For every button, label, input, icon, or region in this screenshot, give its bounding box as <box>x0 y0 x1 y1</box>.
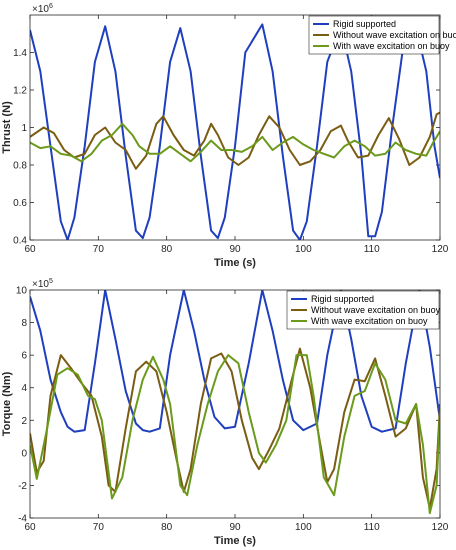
y-tick-label: 0.8 <box>13 161 27 172</box>
thrust-chart: 60 70 80 90 100 110 120 0.4 0.6 0.8 1 1.2 1.4 ×106 Tim… <box>1 3 456 269</box>
x-tick-label: 80 <box>161 244 173 255</box>
axes-frame <box>29 14 441 241</box>
y-tick-label: 1.2 <box>13 86 27 97</box>
series-line-1 <box>30 347 440 510</box>
legend-entry-1: Without wave excitation on buoy <box>333 30 456 40</box>
x-tick-label: 80 <box>161 522 173 533</box>
y-tick-label: 1 <box>21 123 27 134</box>
y-axis-label: Thrust (N) <box>1 101 13 154</box>
series-line-0 <box>30 23 440 240</box>
legend-box <box>286 290 440 330</box>
x-axis-label: Time (s) <box>214 257 256 269</box>
x-tick-label: 100 <box>295 244 312 255</box>
x-tick-label: 70 <box>93 522 105 533</box>
x-tick-label: 110 <box>364 522 380 533</box>
legend-entry-0: Rigid supported <box>311 294 374 304</box>
y-tick-label: 0.4 <box>13 236 27 247</box>
series-line-1 <box>30 111 440 170</box>
torque-chart: 60 70 80 90 100 110 120 -4 -2 0 2 4 6 8 10 ×105 Time (s)… <box>1 278 449 547</box>
legend-entry-2: With wave excitation on buoy <box>333 41 450 51</box>
axes-frame <box>29 289 441 519</box>
y-tick-label: 10 <box>16 286 28 297</box>
x-axis-label: Time (s) <box>214 535 256 547</box>
y-tick-label: -4 <box>18 514 27 525</box>
x-tick-label: 90 <box>229 522 241 533</box>
y-exponent-label: ×106 <box>32 3 53 15</box>
x-tick-label: 110 <box>364 244 380 255</box>
x-tick-label: 60 <box>24 244 36 255</box>
legend-entry-2: With wave excitation on buoy <box>311 316 428 326</box>
y-tick-label: 6 <box>21 351 27 362</box>
y-tick-label: 4 <box>21 383 27 394</box>
y-tick-label: 0 <box>21 448 27 459</box>
x-tick-label: 60 <box>24 522 36 533</box>
y-exponent-label: ×105 <box>32 278 53 290</box>
y-tick-label: -2 <box>18 481 27 492</box>
y-tick-label: 8 <box>21 318 27 329</box>
legend-entry-1: Without wave excitation on buoy <box>311 305 441 315</box>
x-tick-label: 120 <box>432 522 449 533</box>
y-tick-label: 0.6 <box>13 198 27 209</box>
x-tick-label: 120 <box>432 244 449 255</box>
x-tick-label: 70 <box>93 244 105 255</box>
y-tick-label: 2 <box>21 416 27 427</box>
x-tick-label: 90 <box>229 244 241 255</box>
series-line-2 <box>30 122 440 163</box>
legend-box <box>308 15 440 55</box>
legend-entry-0: Rigid supported <box>333 19 396 29</box>
x-tick-label: 100 <box>295 522 312 533</box>
series-line-2 <box>30 354 440 515</box>
y-tick-label: 1.4 <box>13 48 27 59</box>
y-axis-label: Torque (Nm) <box>1 371 13 436</box>
